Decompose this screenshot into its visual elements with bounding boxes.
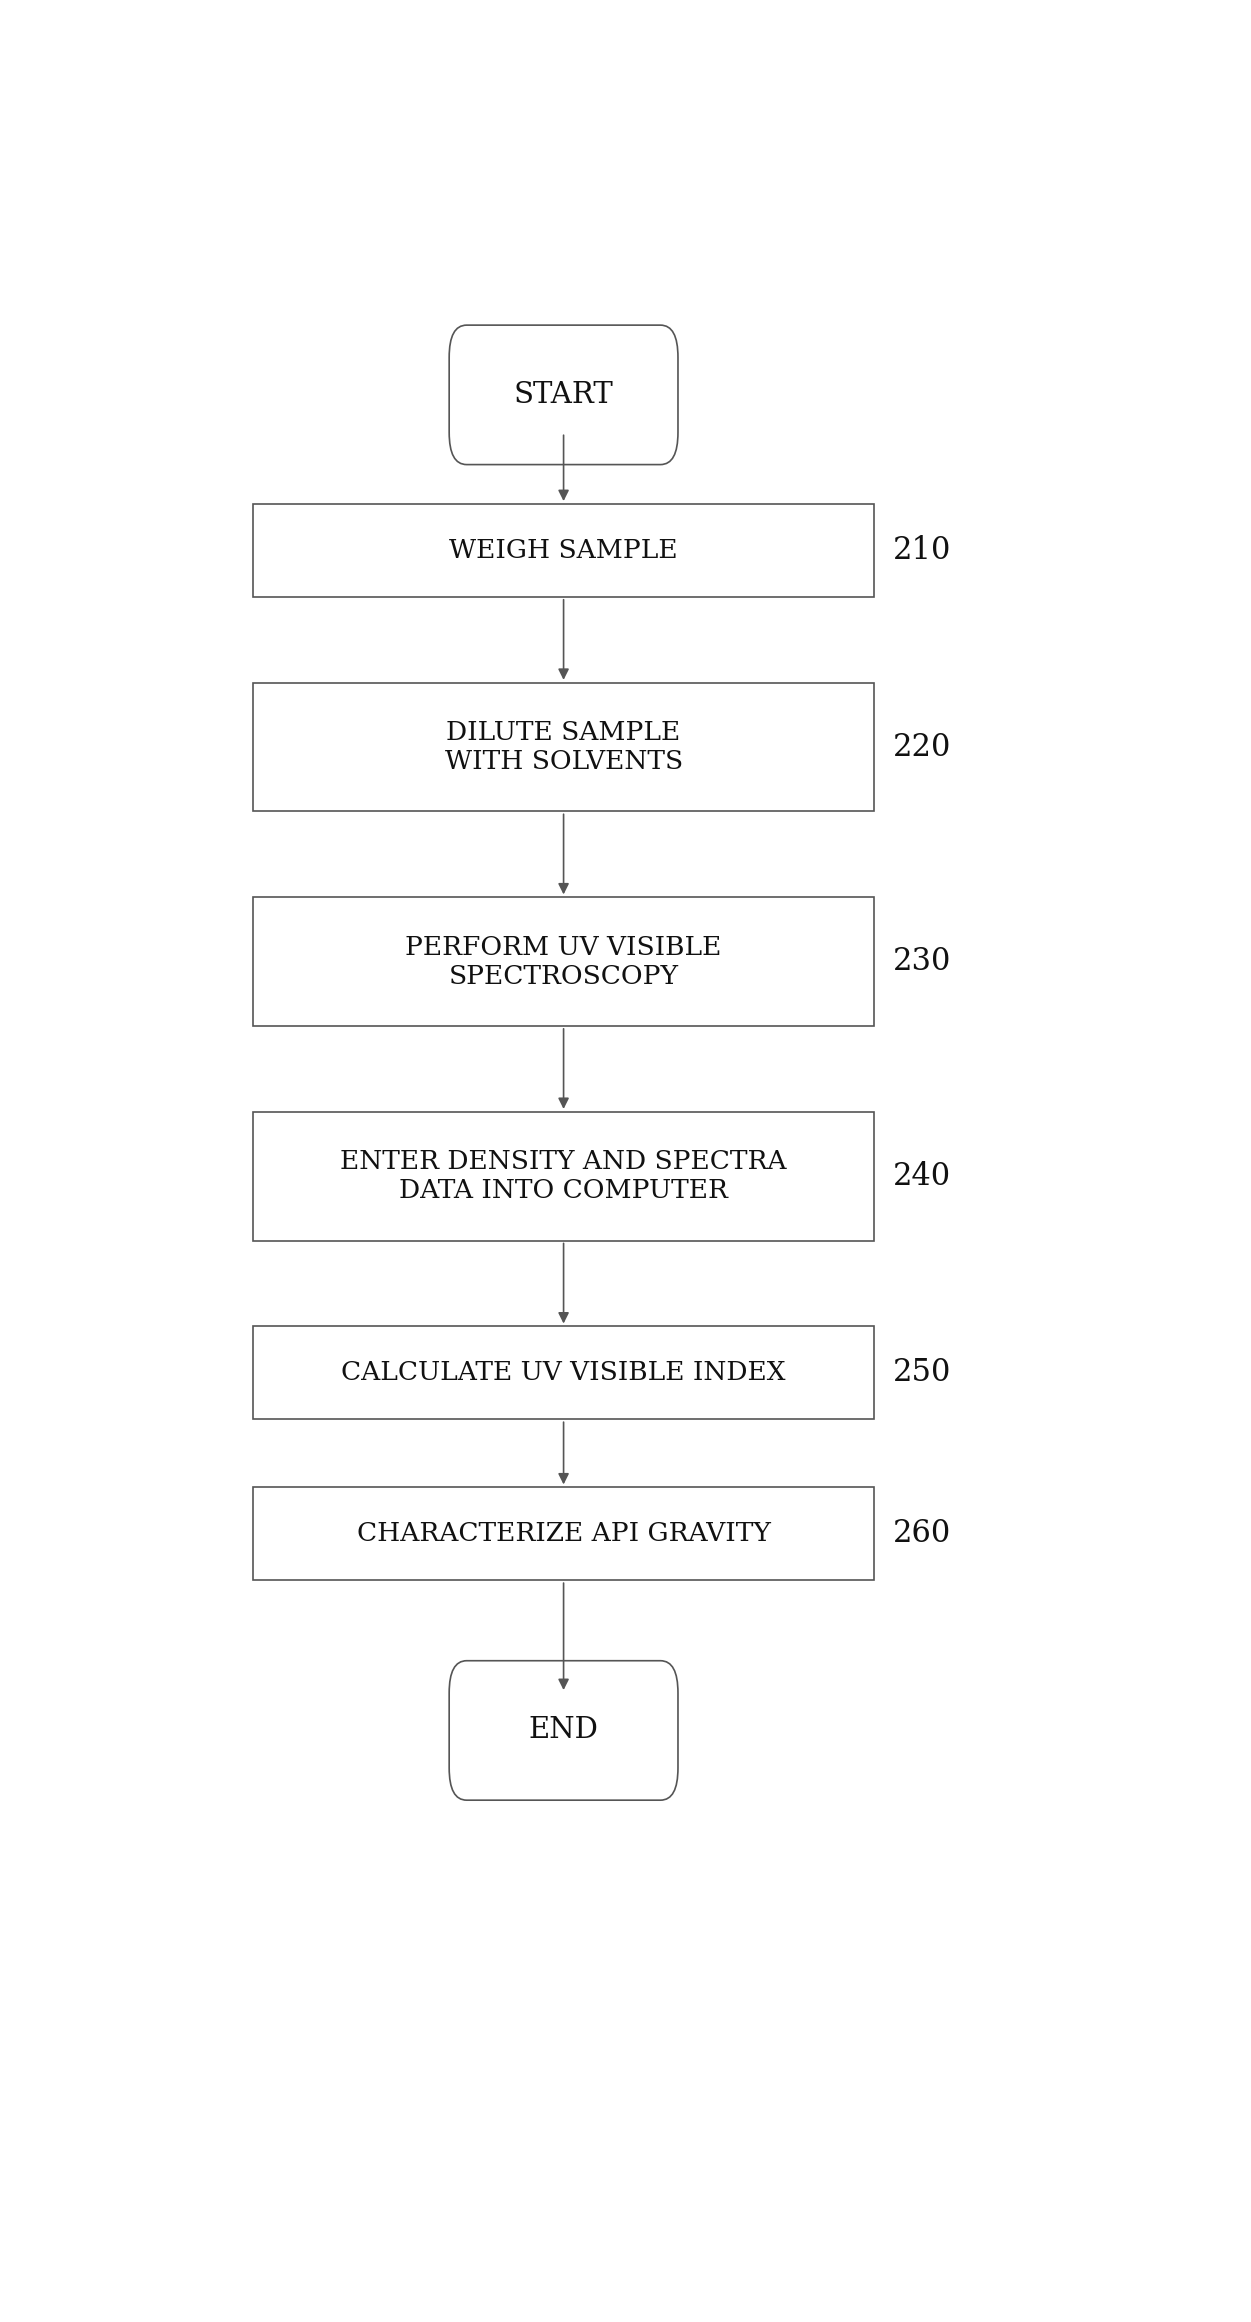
Text: WEIGH SAMPLE: WEIGH SAMPLE <box>449 539 678 562</box>
Text: 240: 240 <box>893 1161 951 1191</box>
Text: 250: 250 <box>893 1358 952 1389</box>
Bar <box>253 1326 873 1419</box>
Bar <box>253 1488 873 1581</box>
Text: PERFORM UV VISIBLE
SPECTROSCOPY: PERFORM UV VISIBLE SPECTROSCOPY <box>405 936 722 989</box>
Text: 260: 260 <box>893 1519 952 1549</box>
FancyBboxPatch shape <box>449 1660 678 1800</box>
FancyBboxPatch shape <box>449 325 678 464</box>
Bar <box>253 504 873 597</box>
Bar <box>253 1112 873 1240</box>
Text: 220: 220 <box>893 731 952 762</box>
Text: END: END <box>529 1716 598 1744</box>
Bar <box>253 683 873 810</box>
Text: ENTER DENSITY AND SPECTRA
DATA INTO COMPUTER: ENTER DENSITY AND SPECTRA DATA INTO COMP… <box>340 1149 787 1203</box>
Text: CHARACTERIZE API GRAVITY: CHARACTERIZE API GRAVITY <box>357 1521 771 1546</box>
Bar <box>253 896 873 1026</box>
Text: CALCULATE UV VISIBLE INDEX: CALCULATE UV VISIBLE INDEX <box>342 1361 786 1386</box>
Text: 210: 210 <box>893 534 952 567</box>
Text: 230: 230 <box>893 945 952 978</box>
Text: DILUTE SAMPLE
WITH SOLVENTS: DILUTE SAMPLE WITH SOLVENTS <box>444 720 683 773</box>
Text: START: START <box>514 381 613 409</box>
